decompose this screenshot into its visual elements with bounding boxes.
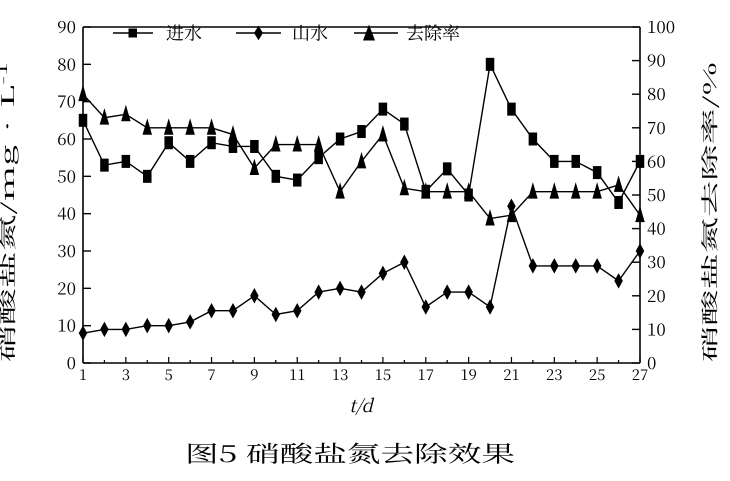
svg-text:80: 80 bbox=[57, 50, 76, 75]
svg-text:1: 1 bbox=[79, 364, 87, 385]
svg-text:30: 30 bbox=[57, 237, 76, 262]
svg-text:40: 40 bbox=[647, 215, 666, 240]
svg-text:21: 21 bbox=[503, 364, 520, 385]
svg-text:30: 30 bbox=[647, 248, 666, 273]
svg-text:硝酸盐氮/mg•L-1: 硝酸盐氮/mg•L-1 bbox=[0, 62, 20, 362]
svg-text:17: 17 bbox=[418, 364, 435, 385]
svg-text:t/d: t/d bbox=[349, 392, 374, 418]
svg-text:硝酸盐氮去除率/%: 硝酸盐氮去除率/% bbox=[697, 62, 722, 362]
svg-text:进水: 进水 bbox=[166, 20, 202, 46]
svg-text:40: 40 bbox=[57, 200, 76, 225]
svg-text:70: 70 bbox=[647, 114, 666, 139]
svg-text:80: 80 bbox=[647, 80, 666, 105]
svg-text:50: 50 bbox=[647, 181, 666, 206]
svg-text:60: 60 bbox=[57, 125, 76, 150]
svg-text:去除率: 去除率 bbox=[406, 20, 460, 46]
svg-text:15: 15 bbox=[375, 364, 392, 385]
svg-text:19: 19 bbox=[460, 364, 477, 385]
svg-text:5: 5 bbox=[165, 364, 173, 385]
svg-text:11: 11 bbox=[289, 364, 306, 385]
svg-text:100: 100 bbox=[647, 13, 675, 38]
svg-text:7: 7 bbox=[207, 364, 215, 385]
svg-text:10: 10 bbox=[647, 315, 666, 340]
svg-text:60: 60 bbox=[647, 147, 666, 172]
svg-text:9: 9 bbox=[250, 364, 258, 385]
svg-text:图5 硝酸盐氮去除效果: 图5 硝酸盐氮去除效果 bbox=[185, 436, 515, 469]
svg-text:20: 20 bbox=[57, 274, 76, 299]
svg-text:20: 20 bbox=[647, 282, 666, 307]
svg-text:70: 70 bbox=[57, 88, 76, 113]
svg-text:0: 0 bbox=[647, 349, 656, 374]
svg-text:27: 27 bbox=[632, 364, 649, 385]
svg-text:23: 23 bbox=[546, 364, 563, 385]
svg-text:25: 25 bbox=[589, 364, 606, 385]
svg-text:山水: 山水 bbox=[292, 20, 328, 46]
svg-text:90: 90 bbox=[57, 13, 76, 38]
svg-text:10: 10 bbox=[57, 312, 76, 337]
svg-text:0: 0 bbox=[67, 349, 76, 374]
svg-text:3: 3 bbox=[122, 364, 130, 385]
svg-text:13: 13 bbox=[332, 364, 349, 385]
svg-text:90: 90 bbox=[647, 47, 666, 72]
svg-text:50: 50 bbox=[57, 162, 76, 187]
